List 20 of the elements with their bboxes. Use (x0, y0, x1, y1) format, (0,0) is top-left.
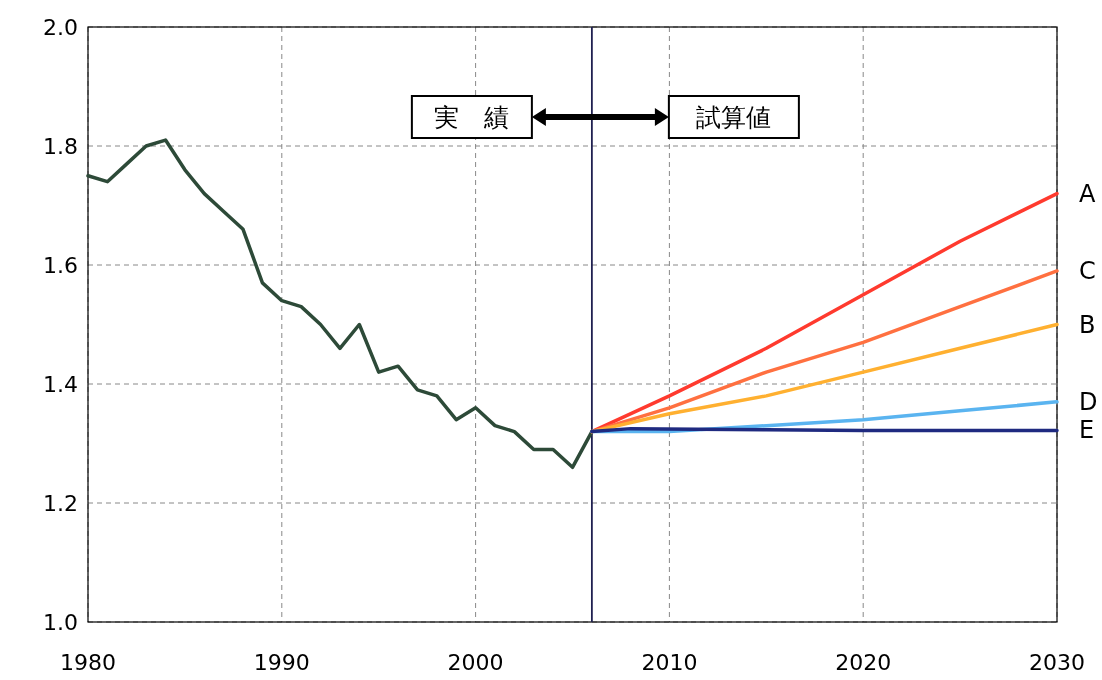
series-label: E (1079, 416, 1095, 445)
y-tick-label: 1.0 (43, 610, 78, 635)
annotation: 試算値 (696, 103, 772, 132)
series-label: C (1079, 256, 1096, 285)
annotation: 実 績 (434, 103, 510, 132)
x-tick-label: 2000 (447, 650, 504, 675)
series-label: D (1079, 387, 1098, 416)
y-tick-label: 1.8 (43, 134, 78, 159)
x-tick-label: 1990 (253, 650, 310, 675)
x-tick-label: 2030 (1029, 650, 1085, 675)
series-label: A (1079, 179, 1096, 208)
y-tick-label: 1.6 (43, 253, 78, 278)
x-tick-label: 2020 (835, 650, 892, 675)
y-tick-label: 1.2 (43, 491, 78, 516)
x-tick-label: 2010 (641, 650, 698, 675)
series-label: B (1079, 310, 1096, 339)
line-series (86, 138, 594, 470)
y-tick-label: 2.0 (43, 15, 78, 40)
x-tick-label: 1980 (60, 650, 116, 675)
y-tick-label: 1.4 (43, 372, 78, 397)
